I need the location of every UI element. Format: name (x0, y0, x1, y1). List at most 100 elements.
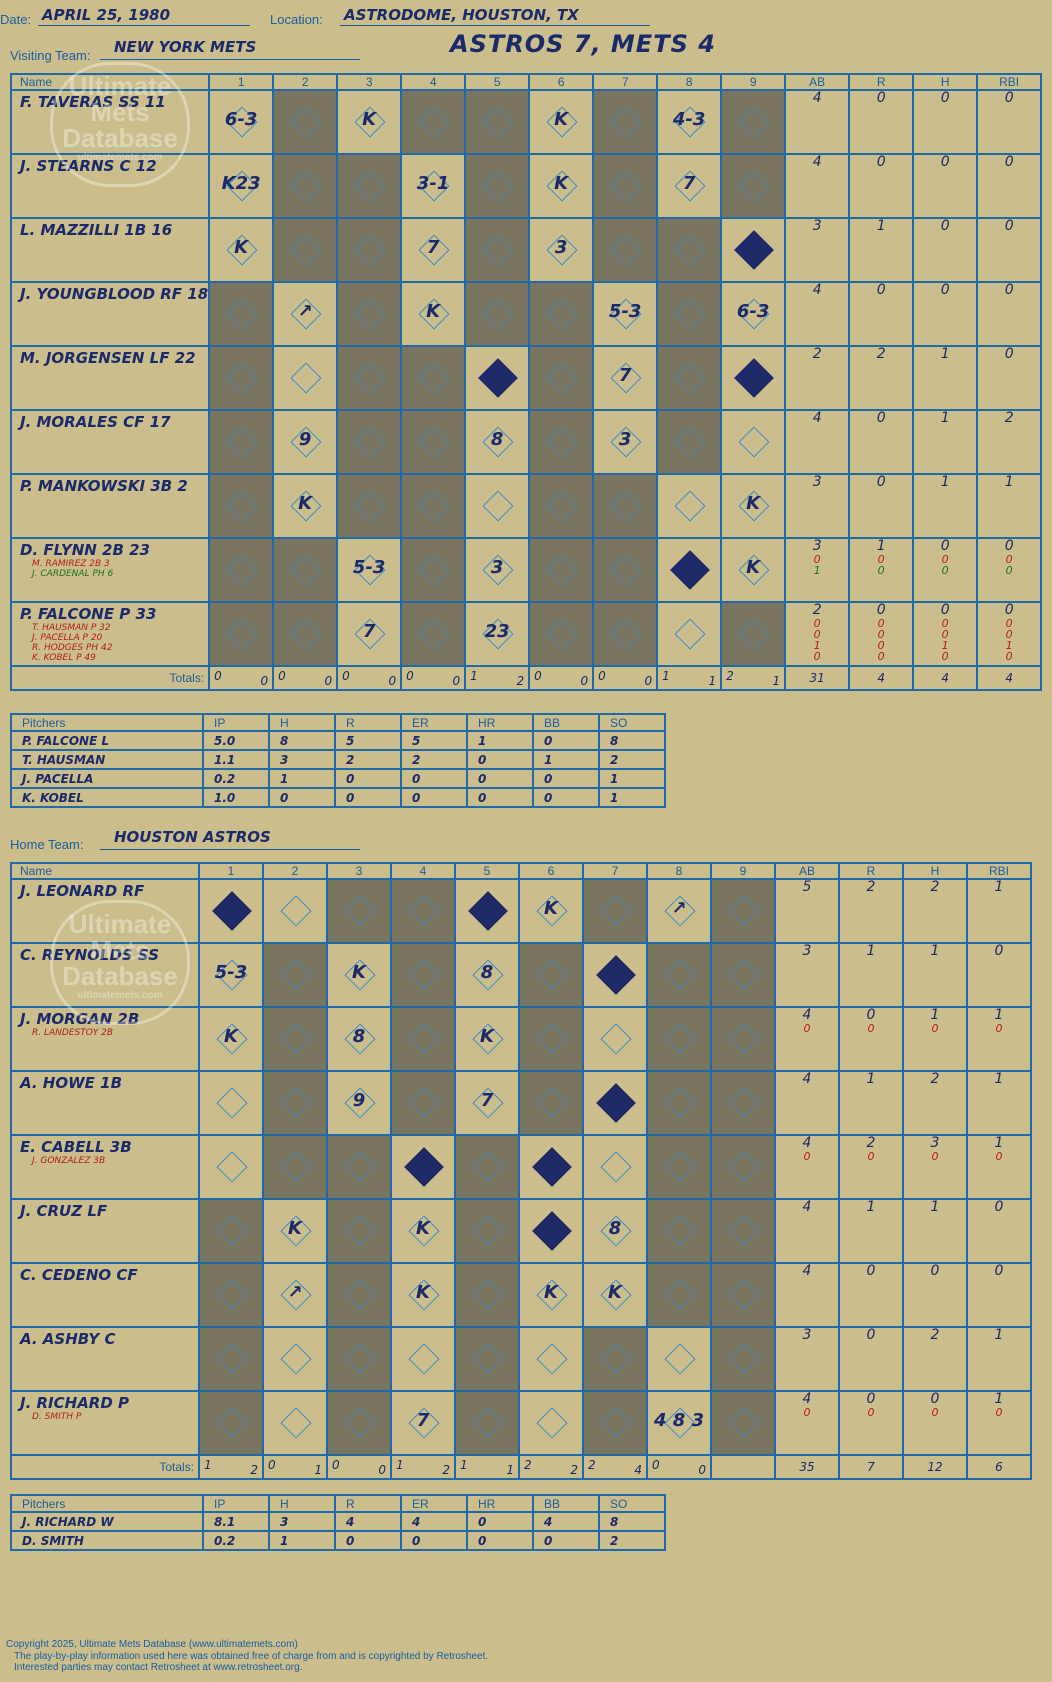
base-diamond (290, 170, 322, 202)
total-rbi: 6 (995, 1460, 1003, 1474)
stat-value: 0 (876, 410, 886, 426)
batter-name-cell: P. MANKOWSKI 3B 2 (9, 473, 211, 539)
at-bat-cell (262, 1326, 328, 1392)
base-diamond (546, 362, 578, 394)
play-notation: K (544, 898, 558, 919)
home-team-name: HOUSTON ASTROS (114, 828, 271, 846)
pitcher-r: 4 (334, 1511, 402, 1532)
stat-value: 0 (803, 1406, 811, 1419)
at-bat-cell: 8 (464, 409, 531, 475)
stat-value: 0 (995, 1150, 1003, 1163)
at-bat-cell: 9 (326, 1070, 392, 1136)
stat-value: 1 (866, 943, 876, 959)
stat-value: 1 (1005, 639, 1013, 652)
pitcher-row: T. HAUSMAN 1.1 3 2 2 0 1 2 (10, 749, 666, 770)
inning-header: 2 (272, 73, 339, 91)
at-bat-cell (582, 1326, 648, 1392)
at-bat-cell (710, 1262, 776, 1328)
run-scored-diamond (478, 358, 518, 398)
inning-header: 3 (336, 73, 403, 91)
stat-value: 0 (994, 943, 1004, 959)
inning-header: 6 (528, 73, 595, 91)
base-diamond (280, 1151, 312, 1183)
at-bat-cell (390, 1326, 456, 1392)
base-diamond (674, 234, 706, 266)
stat-value: 1 (941, 639, 949, 652)
at-bat-cell: 4 8 3 (646, 1390, 712, 1456)
stat-value: 0 (813, 628, 821, 641)
pitcher-ip: 0.2 (202, 1530, 270, 1551)
play-notation: 3-1 (416, 173, 450, 194)
inning-runs: 1 (662, 669, 670, 683)
batter-row: P. MANKOWSKI 3B 2 K K 3 0 1 1 (9, 473, 1043, 539)
pitcher-er: 4 (400, 1511, 468, 1532)
at-bat-cell (720, 409, 787, 475)
play-notation: ↗ (287, 1282, 303, 1303)
substitute-name: R. HODGES PH 42 (32, 643, 113, 653)
col-header-r: R (838, 862, 904, 880)
at-bat-cell (400, 89, 467, 155)
base-diamond (738, 426, 770, 458)
base-diamond (418, 106, 450, 138)
base-diamond (472, 1407, 504, 1439)
at-bat-cell: K (582, 1262, 648, 1328)
at-bat-cell (528, 409, 595, 475)
stat-h-cell: 1 (902, 1198, 968, 1264)
base-diamond (536, 959, 568, 991)
at-bat-cell (272, 601, 339, 667)
stat-r-cell: 0 (848, 473, 915, 539)
base-diamond (472, 1279, 504, 1311)
pitcher-er: 5 (400, 730, 468, 751)
batter-row: J. LEONARD RF K ↗ 5 2 2 1 (10, 878, 1032, 944)
inning-hits: 0 (324, 674, 333, 688)
at-bat-cell (336, 281, 403, 347)
col-header-ab: AB (784, 73, 851, 91)
run-scored-diamond (468, 891, 508, 931)
base-diamond (408, 1023, 440, 1055)
base-diamond (290, 234, 322, 266)
stat-value: 1 (994, 1327, 1004, 1343)
base-diamond (226, 362, 258, 394)
base-diamond (728, 895, 760, 927)
pitch-header-er: ER (400, 713, 468, 732)
at-bat-cell: 3 (528, 217, 595, 283)
at-bat-cell (464, 217, 531, 283)
pitcher-hr: 0 (466, 1511, 534, 1532)
stat-r-cell: 2 (838, 878, 904, 944)
pitcher-hr: 1 (466, 730, 534, 751)
at-bat-cell (592, 217, 659, 283)
at-bat-cell (582, 1390, 648, 1456)
inning-header: 7 (582, 862, 648, 880)
pitcher-hr: 0 (466, 787, 534, 808)
at-bat-cell (272, 345, 339, 411)
at-bat-cell (454, 1198, 520, 1264)
col-header-rbi: RBI (976, 73, 1043, 91)
at-bat-cell: K (518, 1262, 584, 1328)
at-bat-cell (272, 89, 339, 155)
at-bat-cell (326, 1134, 392, 1200)
stat-value: 4 (812, 90, 822, 106)
totals-label-cell: Totals: (10, 1454, 200, 1480)
at-bat-cell (710, 1134, 776, 1200)
base-diamond (290, 554, 322, 586)
at-bat-cell (390, 1070, 456, 1136)
at-bat-cell (710, 1198, 776, 1264)
at-bat-cell: 5-3 (198, 942, 264, 1008)
play-notation: K (224, 1026, 238, 1047)
at-bat-cell (646, 1134, 712, 1200)
at-bat-cell (326, 878, 392, 944)
base-diamond (728, 1407, 760, 1439)
at-bat-cell (646, 1262, 712, 1328)
at-bat-cell (390, 878, 456, 944)
stat-value: 1 (876, 218, 886, 234)
inning-total-cell (710, 1454, 776, 1480)
play-notation: K23 (221, 173, 261, 194)
at-bat-cell (208, 601, 275, 667)
play-notation: 7 (362, 621, 376, 642)
batter-name: A. ASHBY C (20, 1330, 116, 1348)
batter-name: P. FALCONE P 33 (20, 605, 157, 623)
